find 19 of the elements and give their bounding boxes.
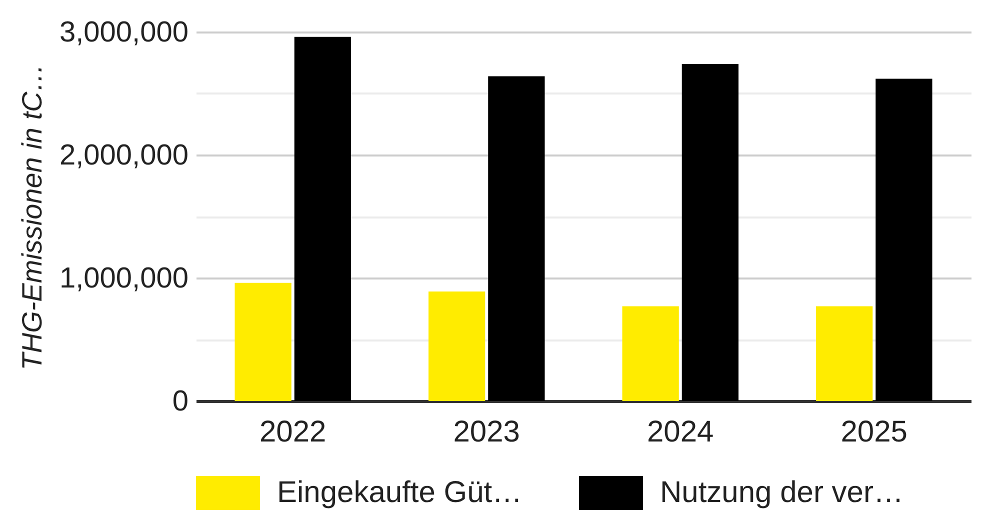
bar	[294, 36, 351, 401]
legend-label: Nutzung der ver…	[660, 476, 904, 510]
y-tick-label: 1,000,000	[59, 262, 188, 294]
bar	[622, 306, 679, 401]
y-axis-title: THG-Emissionen in tC…	[16, 64, 48, 370]
bar	[682, 64, 738, 401]
x-tick-label: 2024	[647, 416, 714, 448]
x-tick-label: 2025	[840, 416, 908, 448]
legend-label: Eingekaufte Güt…	[277, 476, 522, 510]
y-tick-label: 0	[172, 386, 188, 418]
y-tick-label: 3,000,000	[59, 16, 188, 48]
bar	[816, 306, 873, 401]
bar	[876, 78, 932, 401]
x-tick-label: 2022	[260, 416, 326, 448]
bar	[428, 292, 486, 401]
bar	[488, 76, 545, 401]
y-tick-label: 2,000,000	[59, 140, 188, 172]
x-tick-label: 2023	[453, 416, 520, 448]
bar	[234, 282, 292, 401]
